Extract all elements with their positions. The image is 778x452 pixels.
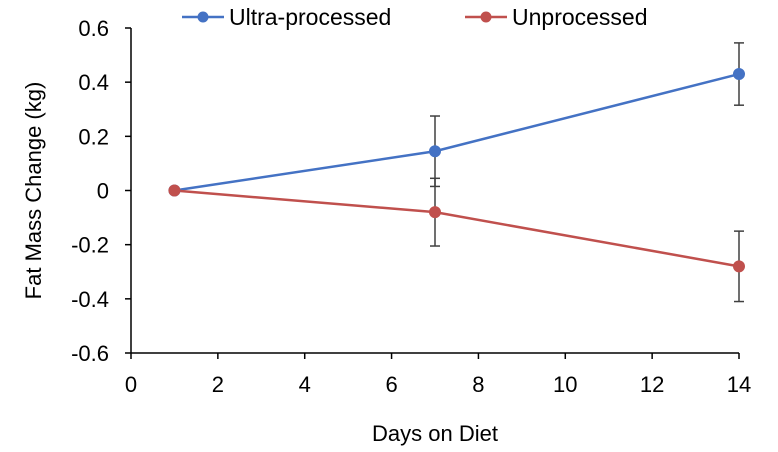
y-tick-label: -0.4 (71, 287, 109, 312)
y-tick-label: 0.4 (78, 70, 109, 95)
unprocessed-point (168, 184, 181, 197)
unprocessed-point (429, 206, 441, 219)
legend-swatch-marker (197, 11, 209, 23)
x-tick-label: 12 (640, 372, 664, 397)
y-tick-label: -0.6 (71, 341, 109, 366)
x-tick-label: 8 (472, 372, 484, 397)
x-tick-label: 10 (553, 372, 577, 397)
ultra-processed-point (733, 68, 745, 81)
series-markers (168, 68, 745, 273)
legend-label: Unprocessed (512, 4, 648, 30)
series-lines (174, 72, 740, 268)
unprocessed-point (733, 260, 745, 273)
x-axis-title: Days on Diet (372, 421, 498, 446)
ultra-processed-point (429, 145, 441, 158)
y-axis-title: Fat Mass Change (kg) (21, 82, 46, 300)
x-axis-ticks: 0 2 4 6 8 10 12 14 (125, 353, 751, 397)
legend-label: Ultra-processed (229, 4, 391, 30)
ultra-processed-series-line (174, 72, 740, 192)
x-tick-label: 6 (385, 372, 397, 397)
y-tick-label: -0.2 (71, 233, 109, 258)
unprocessed-series-line (174, 189, 740, 268)
legend-swatch-marker (480, 11, 492, 23)
series-layer (168, 42, 745, 303)
legend: Ultra-processed Unprocessed (182, 4, 648, 30)
legend-item-ultra-processed: Ultra-processed (182, 4, 391, 30)
legend-item-unprocessed: Unprocessed (465, 4, 648, 30)
x-tick-label: 4 (299, 372, 311, 397)
y-tick-label: 0.6 (78, 16, 109, 41)
y-tick-label: 0.2 (78, 124, 109, 149)
error-bars (430, 42, 744, 303)
x-tick-label: 0 (125, 372, 137, 397)
x-tick-label: 14 (727, 372, 751, 397)
y-tick-label: 0 (97, 179, 109, 204)
y-axis-ticks: -0.6 -0.4 -0.2 0 0.2 0.4 0.6 (71, 16, 131, 366)
x-tick-label: 2 (212, 372, 224, 397)
